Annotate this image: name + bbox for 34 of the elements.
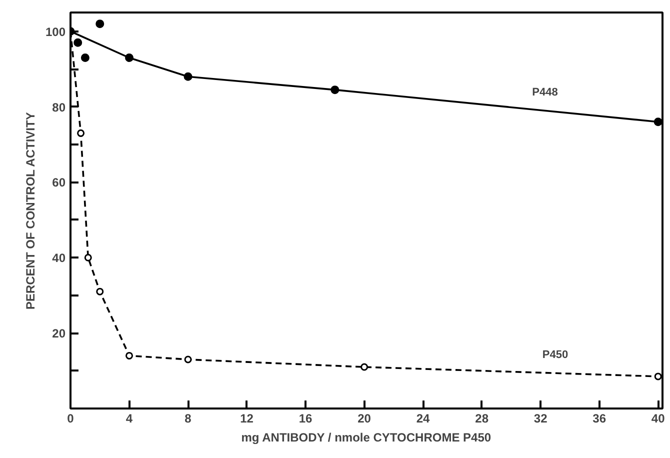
- y-tick-label: 80: [52, 100, 66, 114]
- point: [80, 54, 90, 62]
- x-tick-label: 12: [240, 412, 254, 426]
- x-tick-label: 24: [416, 412, 430, 426]
- x-axis-title: mg ANTIBODY / nmole CYTOCHROME P450: [241, 430, 492, 444]
- point: [360, 363, 368, 371]
- point: [84, 254, 92, 262]
- x-tick-label: 16: [298, 412, 313, 426]
- y-tick-label: 40: [52, 251, 66, 266]
- point: [96, 20, 104, 28]
- point: [184, 356, 192, 364]
- x-tick-label: 0: [67, 412, 74, 426]
- point: [96, 288, 104, 296]
- point: [77, 129, 85, 137]
- x-tick-label: 20: [358, 412, 372, 426]
- y-axis-title: PERCENT OF CONTROL ACTIVITY: [23, 112, 38, 310]
- point: [330, 86, 340, 94]
- x-tick-label: 40: [651, 412, 666, 426]
- y-tick-label: 100: [45, 24, 66, 39]
- x-tick-label: 32: [534, 412, 548, 426]
- y-tick-label: 20: [52, 326, 66, 341]
- point: [654, 372, 662, 380]
- series-label: P450: [542, 349, 568, 362]
- point: [125, 54, 134, 62]
- y-tick-label: 60: [52, 176, 66, 190]
- point: [126, 352, 134, 360]
- x-tick-label: 4: [126, 412, 133, 426]
- point: [654, 118, 662, 126]
- series-label: P448: [532, 86, 558, 99]
- x-tick-label: 8: [184, 412, 192, 426]
- point: [74, 38, 82, 47]
- x-tick-label: 28: [475, 412, 489, 426]
- x-tick-label: 36: [592, 412, 606, 426]
- point: [184, 72, 192, 81]
